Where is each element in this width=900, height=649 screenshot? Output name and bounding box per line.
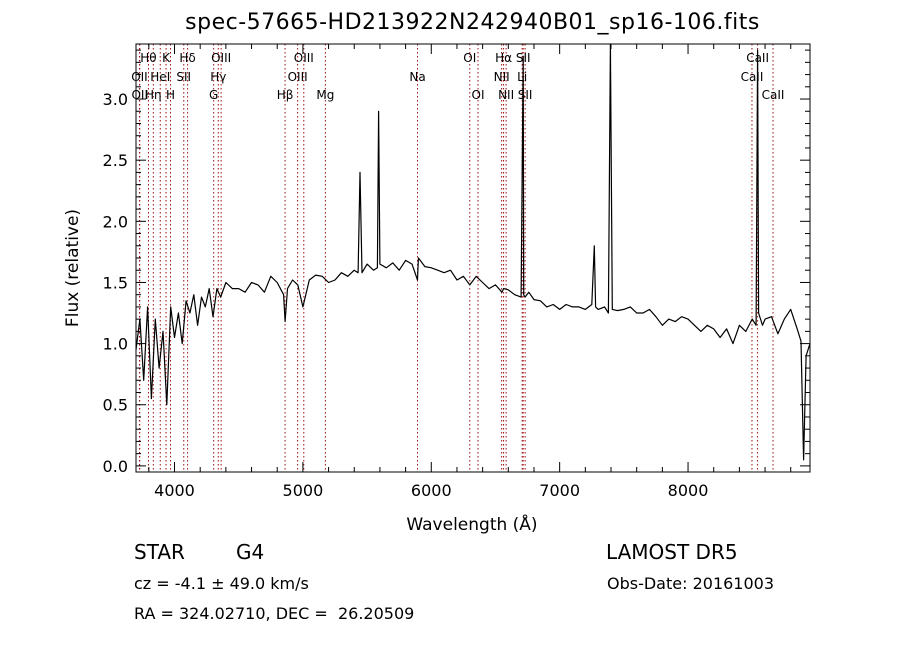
line-marker-label-12: Hβ	[277, 88, 294, 102]
y-axis-label: Flux (relative)	[63, 209, 83, 327]
y-tick-label-2: 1.0	[103, 335, 128, 354]
y-tick-label-4: 2.0	[103, 212, 128, 231]
x-tick-label-4: 8000	[668, 481, 709, 500]
plot-axes	[135, 43, 811, 473]
y-tick-label-5: 2.5	[103, 151, 128, 170]
object-class: STAR	[134, 540, 185, 564]
line-markers	[138, 44, 774, 472]
line-marker-label-18: OI	[472, 88, 485, 102]
observation-date: Obs-Date: 20161003	[607, 574, 775, 593]
line-marker-label-27: CaII	[762, 88, 785, 102]
line-marker-label-5: K	[162, 51, 171, 65]
line-marker-label-7: Hδ	[179, 51, 195, 65]
line-marker-label-21: NII	[498, 88, 514, 102]
x-tick-label-1: 5000	[283, 481, 324, 500]
line-marker-label-20: NII	[494, 70, 510, 84]
x-axis-label: Wavelength (Å)	[406, 513, 537, 535]
spectrum-series	[135, 43, 811, 461]
line-marker-label-16: Na	[409, 70, 425, 84]
line-marker-label-3: Hη	[145, 88, 162, 102]
x-tick-label-3: 7000	[539, 481, 580, 500]
line-marker-label-13: OIII	[294, 51, 314, 65]
line-marker-label-19: Hα	[495, 51, 512, 65]
line-marker-label-10: Hγ	[210, 70, 226, 84]
object-subclass: G4	[236, 540, 265, 564]
x-tick-label-2: 6000	[411, 481, 452, 500]
x-tick-label-0: 4000	[154, 481, 195, 500]
line-marker-label-17: OI	[463, 51, 476, 65]
line-marker-label-9: OIII	[211, 51, 231, 65]
line-marker-label-23: Li	[517, 70, 527, 84]
survey-name: LAMOST DR5	[606, 540, 738, 564]
y-tick-label-1: 0.5	[103, 396, 128, 415]
line-marker-label-14: OIII	[288, 70, 308, 84]
line-marker-label-0: Hθ	[140, 51, 156, 65]
redshift-cz: cz = -4.1 ± 49.0 km/s	[134, 574, 309, 593]
plot-frame	[135, 43, 811, 473]
ra-dec-coordinates: RA = 324.02710, DEC = 26.20509	[134, 604, 415, 623]
y-tick-label-0: 0.0	[103, 457, 128, 476]
axis-ticks: 4000 5000 6000 7000 8000 0.0 0.5 1.0 1.5 2.0 2.5 3.…	[103, 44, 810, 500]
line-marker-label-26: CaII	[741, 70, 764, 84]
line-marker-label-6: H	[166, 88, 175, 102]
line-marker-label-8: SII	[176, 70, 191, 84]
line-marker-label-11: G	[209, 88, 218, 102]
y-tick-label-6: 3.0	[103, 90, 128, 109]
line-marker-label-24: SII	[518, 88, 533, 102]
line-marker-label-15: Mg	[316, 88, 334, 102]
chart-title: spec-57665-HD213922N242940B01_sp16-106.f…	[185, 10, 760, 35]
y-tick-label-3: 1.5	[103, 273, 128, 292]
spectrum-line-0	[135, 43, 811, 461]
line-marker-label-4: HeI	[150, 70, 170, 84]
line-marker-label-1: OII	[131, 70, 148, 84]
